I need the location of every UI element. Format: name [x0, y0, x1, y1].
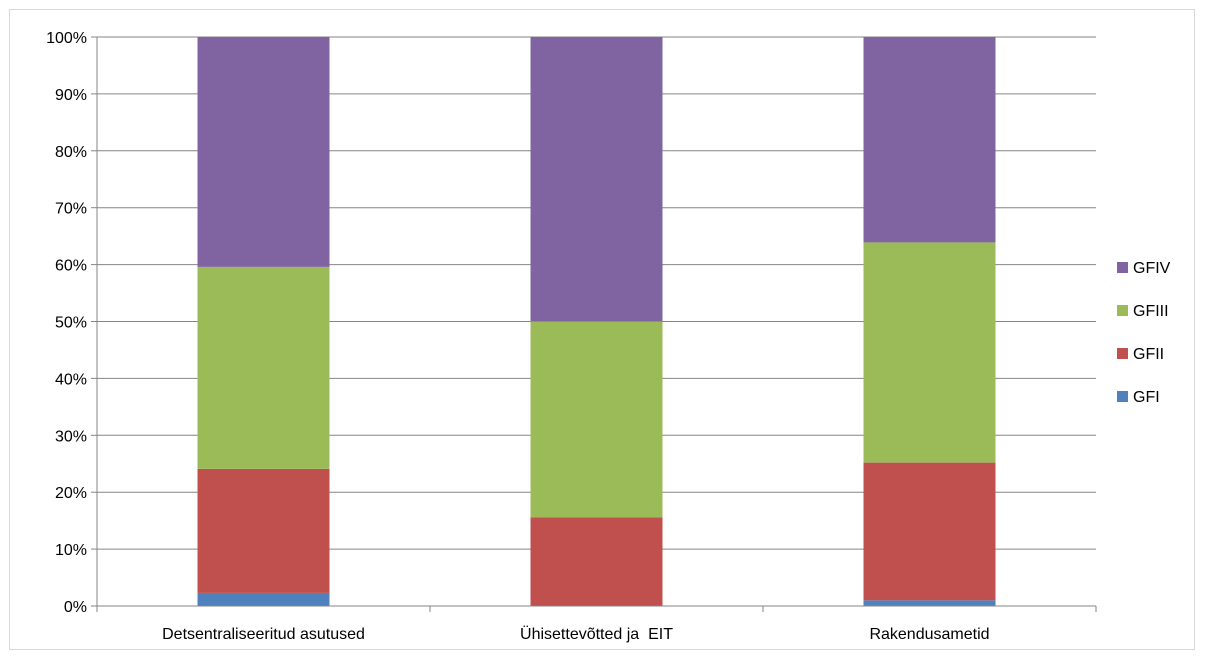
bar-gfiv-0 [197, 37, 330, 267]
legend: GFIV GFIII GFII GFI [1117, 260, 1171, 406]
y-tick-label: 40% [55, 371, 87, 388]
y-tick-label: 80% [55, 144, 87, 161]
legend-swatch-gfiii [1117, 305, 1128, 316]
bar-gfiv-2 [863, 37, 996, 243]
bar-gfiv-1 [530, 37, 663, 322]
bar-gfiii-1 [530, 321, 663, 518]
bar-gfi-2 [863, 600, 996, 606]
legend-label-gfiii: GFIII [1133, 303, 1169, 320]
axes: 0% 10% 20% 30% 40% 50% 60% 70% 80% 90% 100% Detsent… [46, 30, 1097, 643]
y-tick-label: 60% [55, 258, 87, 275]
bar-gfi-0 [197, 592, 330, 606]
y-tick-label: 30% [55, 428, 87, 445]
bar-gfii-0 [197, 468, 330, 593]
legend-swatch-gfi [1117, 391, 1128, 402]
x-tick-label: Rakendusametid [869, 626, 989, 643]
y-tick-label: 0% [64, 599, 87, 616]
legend-label-gfi: GFI [1133, 389, 1160, 406]
legend-label-gfii: GFII [1133, 346, 1164, 363]
y-tick-label: 50% [55, 315, 87, 332]
bar-gfiii-0 [197, 266, 330, 469]
legend-label-gfiv: GFIV [1133, 260, 1171, 277]
x-tick-label: Ühisettevõtted ja EIT [520, 625, 673, 643]
y-tick-label: 90% [55, 87, 87, 104]
bars [197, 37, 996, 606]
legend-swatch-gfii [1117, 348, 1128, 359]
x-tick-label: Detsentraliseeritud asutused [162, 626, 365, 643]
y-tick-label: 10% [55, 542, 87, 559]
legend-swatch-gfiv [1117, 262, 1128, 273]
bar-gfii-1 [530, 517, 663, 606]
bar-gfii-2 [863, 462, 996, 601]
y-tick-label: 70% [55, 201, 87, 218]
bar-gfiii-2 [863, 242, 996, 463]
y-tick-label: 100% [46, 30, 87, 47]
y-tick-label: 20% [55, 485, 87, 502]
